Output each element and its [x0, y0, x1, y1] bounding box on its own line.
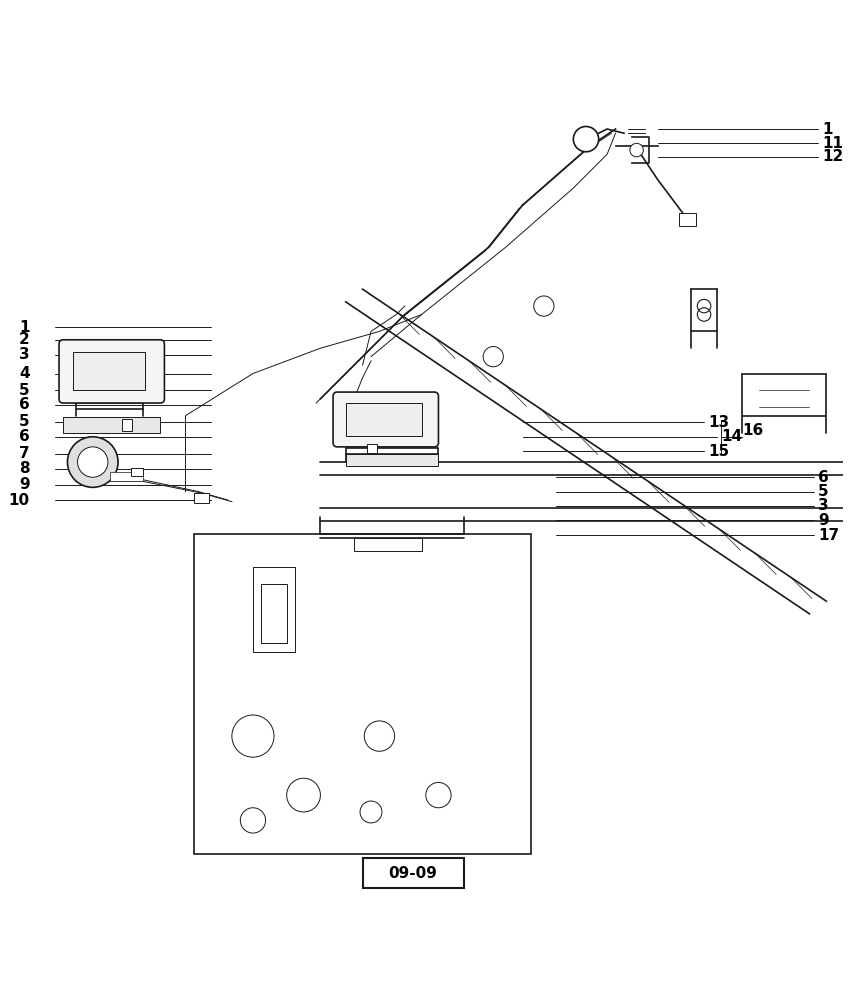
Circle shape	[68, 437, 118, 487]
Text: 3: 3	[817, 498, 828, 513]
Text: 9: 9	[817, 513, 828, 528]
Bar	[253, 567, 295, 652]
Circle shape	[573, 126, 599, 152]
Bar	[367, 444, 377, 453]
Text: 11: 11	[822, 136, 843, 151]
Bar	[122, 419, 132, 431]
Text: 5: 5	[817, 484, 828, 499]
Text: 1: 1	[19, 320, 30, 335]
Text: 8: 8	[19, 461, 30, 476]
Text: 09-09: 09-09	[388, 866, 438, 881]
Bar	[678, 213, 695, 226]
Text: 2: 2	[19, 332, 30, 347]
Bar	[74, 352, 145, 390]
Bar	[354, 538, 421, 551]
Text: 7: 7	[19, 446, 30, 461]
Bar	[194, 534, 531, 854]
Circle shape	[630, 143, 644, 157]
Text: 13: 13	[708, 415, 729, 430]
Circle shape	[77, 447, 108, 477]
Bar	[363, 858, 464, 888]
Text: 10: 10	[8, 493, 30, 508]
Bar	[194, 493, 209, 503]
FancyBboxPatch shape	[59, 340, 165, 403]
Text: 5: 5	[19, 414, 30, 429]
Bar	[109, 472, 143, 481]
Bar	[131, 468, 143, 476]
Bar	[346, 403, 421, 436]
Text: 14: 14	[721, 429, 742, 444]
Circle shape	[533, 296, 554, 316]
Text: 15: 15	[708, 444, 729, 459]
Bar	[346, 454, 438, 466]
Text: 12: 12	[822, 149, 844, 164]
Text: 4: 4	[19, 366, 30, 381]
Circle shape	[360, 801, 382, 823]
Text: 17: 17	[817, 528, 839, 543]
Circle shape	[240, 808, 265, 833]
Circle shape	[287, 778, 321, 812]
Text: 6: 6	[817, 470, 828, 485]
FancyBboxPatch shape	[333, 392, 438, 447]
Text: 9: 9	[19, 477, 30, 492]
Bar	[64, 417, 160, 433]
Circle shape	[365, 721, 394, 751]
Circle shape	[426, 782, 451, 808]
Circle shape	[232, 715, 274, 757]
Text: 5: 5	[19, 383, 30, 398]
Text: 1: 1	[822, 122, 833, 137]
Circle shape	[483, 347, 504, 367]
Text: 6: 6	[19, 429, 30, 444]
Text: 6: 6	[19, 397, 30, 412]
Bar	[261, 584, 287, 643]
Text: 3: 3	[19, 347, 30, 362]
Text: 16: 16	[742, 423, 763, 438]
